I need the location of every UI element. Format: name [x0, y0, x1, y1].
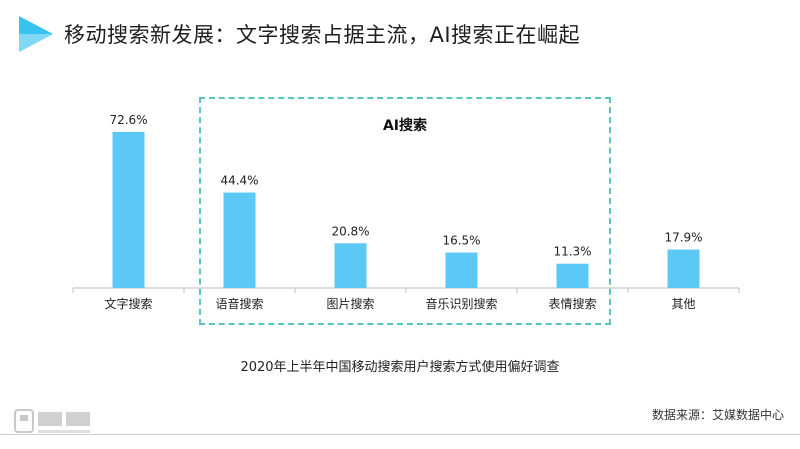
- page-title: 移动搜索新发展：文字搜索占据主流，AI搜索正在崛起: [64, 23, 581, 47]
- footer-divider: [0, 434, 800, 435]
- bar-value-label: 20.8%: [331, 224, 369, 238]
- category-label: 其他: [671, 297, 695, 311]
- category-label: 语音搜索: [215, 296, 263, 311]
- bar: [667, 249, 700, 288]
- bar: [334, 243, 367, 288]
- bar-value-label: 44.4%: [220, 174, 258, 188]
- category-label: 表情搜索: [548, 296, 596, 311]
- bar-value-label: 17.9%: [664, 231, 702, 245]
- bar-value-label: 72.6%: [109, 113, 147, 127]
- bar: [223, 192, 256, 288]
- bar: [112, 131, 145, 288]
- ai-search-group-box: AI搜索: [199, 97, 611, 325]
- category-label: 文字搜索: [104, 296, 152, 311]
- chart-title: 2020年上半年中国移动搜索用户搜索方式使用偏好调查: [240, 360, 560, 375]
- bar: [556, 263, 589, 288]
- category-label: 图片搜索: [326, 296, 374, 311]
- ai-search-group-label: AI搜索: [382, 118, 428, 134]
- bar: [445, 252, 478, 288]
- imedia-logo-icon: [14, 409, 90, 433]
- brand-triangle-icon: [19, 16, 53, 52]
- bar-value-label: 11.3%: [553, 245, 591, 259]
- data-source: 数据来源：艾媒数据中心: [651, 408, 784, 422]
- category-label: 音乐识别搜索: [425, 296, 497, 311]
- bar-value-label: 16.5%: [442, 234, 480, 248]
